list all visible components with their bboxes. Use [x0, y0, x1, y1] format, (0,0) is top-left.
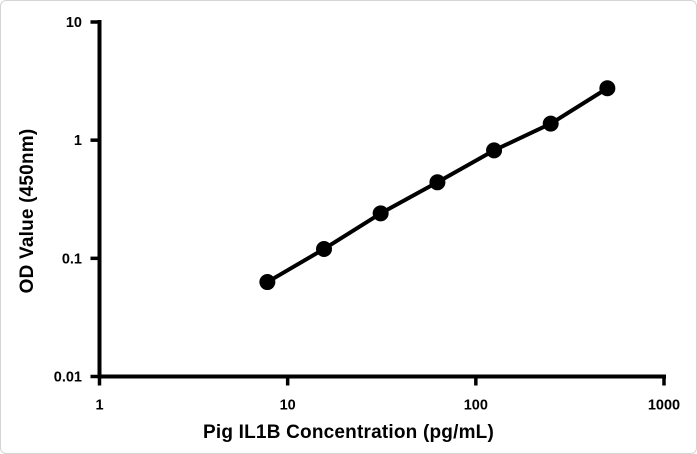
- x-tick-label: 1: [95, 398, 103, 414]
- y-tick-label: 1: [74, 133, 82, 149]
- x-tick-label: 1000: [648, 398, 680, 414]
- y-axis-title: OD Value (450nm): [17, 128, 38, 294]
- data-point: [372, 205, 389, 222]
- data-point: [542, 115, 559, 132]
- x-tick-label: 100: [464, 398, 488, 414]
- data-point: [259, 274, 276, 291]
- data-point: [599, 80, 616, 97]
- x-axis-title: Pig IL1B Concentration (pg/mL): [203, 422, 494, 443]
- data-point: [429, 174, 446, 191]
- data-point: [316, 240, 333, 257]
- x-tick-label: 10: [280, 398, 296, 414]
- y-tick-label: 0.01: [54, 370, 82, 386]
- y-tick-label: 0.1: [62, 251, 82, 267]
- data-point: [486, 142, 503, 159]
- y-tick-label: 10: [66, 15, 82, 31]
